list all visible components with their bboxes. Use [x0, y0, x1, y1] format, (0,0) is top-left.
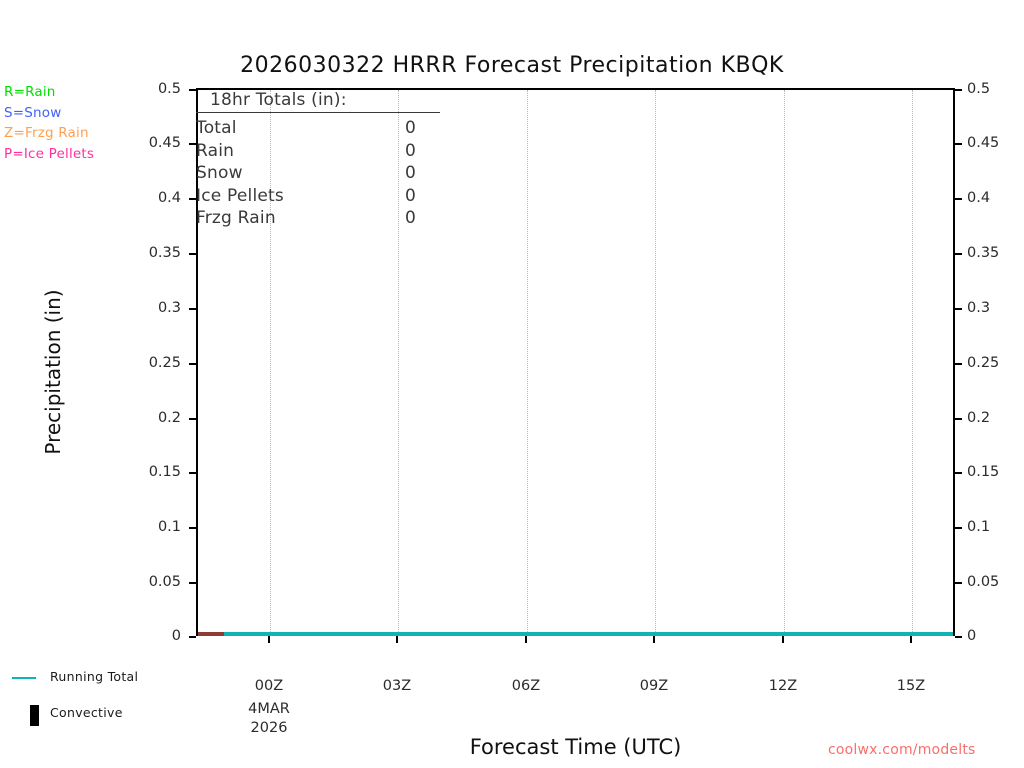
ytick-label-right-0.45: 0.45: [967, 135, 1000, 151]
totals-table-heading: 18hr Totals (in):: [196, 90, 440, 113]
ytick-mark-left: [189, 308, 196, 310]
x-axis-title: Forecast Time (UTC): [469, 735, 682, 759]
ytick-mark-left: [189, 636, 196, 638]
totals-value-snow: 0: [405, 163, 417, 184]
plot-area: [196, 88, 955, 636]
ytick-label-right-0.3: 0.3: [967, 300, 991, 316]
xtick-mark-09z: [653, 636, 655, 643]
table-row: Snow 0: [196, 163, 536, 186]
ytick-label-right-0.05: 0.05: [967, 574, 1000, 590]
xtick-mark-03z: [396, 636, 398, 643]
ytick-label-left-0: 0: [171, 628, 181, 644]
ytick-label-left-0.5: 0.5: [157, 81, 181, 97]
table-row: Rain 0: [196, 141, 536, 164]
ytick-mark-left: [189, 418, 196, 420]
totals-table: 18hr Totals (in): Total 0 Rain 0 Snow 0 …: [196, 90, 536, 231]
ytick-label-left-0.3: 0.3: [157, 300, 181, 316]
series-lead-segment: [198, 632, 224, 636]
ytick-label-left-0.35: 0.35: [148, 245, 181, 261]
ptype-legend-item-rain: R=Rain: [4, 84, 56, 100]
ptype-legend-item-snow: S=Snow: [4, 104, 62, 121]
totals-value-frzg-rain: 0: [405, 208, 417, 229]
table-row: Ice Pellets 0: [196, 186, 536, 209]
ytick-mark-right: [955, 636, 962, 638]
ytick-mark-left: [189, 472, 196, 474]
xtick-mark-12z: [782, 636, 784, 643]
legend-label-running-total: Running Total: [50, 669, 139, 684]
xtick-label-00z: 00Z: [254, 678, 284, 694]
date-stamp-year: 2026: [250, 720, 288, 736]
ytick-label-left-0.4: 0.4: [157, 190, 181, 206]
ytick-label-right-0.25: 0.25: [967, 355, 1000, 371]
y-axis-title: Precipitation (in): [41, 289, 65, 455]
ytick-label-right-0.5: 0.5: [967, 81, 991, 97]
ytick-mark-right: [955, 472, 962, 474]
ytick-mark-right: [955, 582, 962, 584]
ytick-label-left-0.15: 0.15: [148, 464, 181, 480]
ytick-label-right-0.4: 0.4: [967, 190, 991, 206]
xtick-mark-00z: [268, 636, 270, 643]
ytick-label-right-0.2: 0.2: [967, 410, 991, 426]
date-stamp-day-month: 4MAR: [248, 701, 290, 717]
totals-label-frzg-rain: Frzg Rain: [196, 208, 276, 229]
ytick-label-left-0.05: 0.05: [148, 574, 181, 590]
ytick-mark-left: [189, 143, 196, 145]
ytick-label-right-0.15: 0.15: [967, 464, 1000, 480]
xtick-mark-06z: [525, 636, 527, 643]
gridline-00z: [270, 90, 272, 634]
gridline-09z: [655, 90, 657, 634]
ytick-mark-right: [955, 198, 962, 200]
running-total-line-swatch: [12, 677, 36, 679]
convective-bar-swatch: [30, 705, 39, 726]
ytick-mark-left: [189, 527, 196, 529]
ytick-label-left-0.45: 0.45: [148, 135, 181, 151]
page-title: 2026030322 HRRR Forecast Precipitation K…: [240, 53, 784, 78]
x-axis-date-stamp: 4MAR 2026: [229, 700, 309, 738]
xtick-mark-15z: [910, 636, 912, 643]
ytick-label-left-0.2: 0.2: [157, 410, 181, 426]
ytick-label-right-0.35: 0.35: [967, 245, 1000, 261]
totals-label-total: Total: [196, 118, 237, 138]
ytick-mark-right: [955, 418, 962, 420]
ptype-legend-item-frzg-rain: Z=Frzg Rain: [4, 125, 89, 141]
gridline-12z: [784, 90, 786, 634]
gridline-15z: [912, 90, 914, 634]
running-total-series-line: [198, 632, 953, 636]
watermark: coolwx.com/modelts: [828, 742, 976, 758]
ptype-legend-item-ice-pellets: P=Ice Pellets: [4, 145, 95, 162]
ytick-mark-right: [955, 253, 962, 255]
ytick-mark-right: [955, 308, 962, 310]
xtick-label-12z: 12Z: [768, 678, 798, 694]
precip-type-legend: R=Rain S=Snow Z=Frzg Rain P=Ice Pellets: [4, 82, 94, 164]
ytick-label-left-0.25: 0.25: [148, 355, 181, 371]
totals-value-total: 0: [405, 118, 417, 138]
ytick-mark-right: [955, 527, 962, 529]
ytick-mark-left: [189, 253, 196, 255]
ytick-mark-left: [189, 89, 196, 91]
ytick-mark-left: [189, 198, 196, 200]
gridline-03z: [398, 90, 400, 634]
legend-label-convective: Convective: [50, 705, 123, 720]
totals-value-rain: 0: [405, 140, 417, 161]
gridline-06z: [527, 90, 529, 634]
ytick-label-left-0.1: 0.1: [157, 519, 181, 535]
ytick-mark-right: [955, 143, 962, 145]
totals-value-ice-pellets: 0: [405, 185, 417, 206]
ytick-label-right-0: 0: [967, 628, 977, 644]
ytick-mark-left: [189, 363, 196, 365]
totals-label-rain: Rain: [196, 140, 235, 161]
xtick-label-09z: 09Z: [639, 678, 669, 694]
xtick-label-03z: 03Z: [382, 678, 412, 694]
table-row: Total 0: [196, 118, 536, 141]
totals-label-ice-pellets: Ice Pellets: [196, 185, 284, 206]
xtick-label-15z: 15Z: [896, 678, 926, 694]
ytick-mark-left: [189, 582, 196, 584]
xtick-label-06z: 06Z: [511, 678, 541, 694]
ytick-mark-right: [955, 89, 962, 91]
table-row: Frzg Rain 0: [196, 208, 536, 231]
totals-label-snow: Snow: [196, 163, 243, 184]
ytick-label-right-0.1: 0.1: [967, 519, 991, 535]
ytick-mark-right: [955, 363, 962, 365]
